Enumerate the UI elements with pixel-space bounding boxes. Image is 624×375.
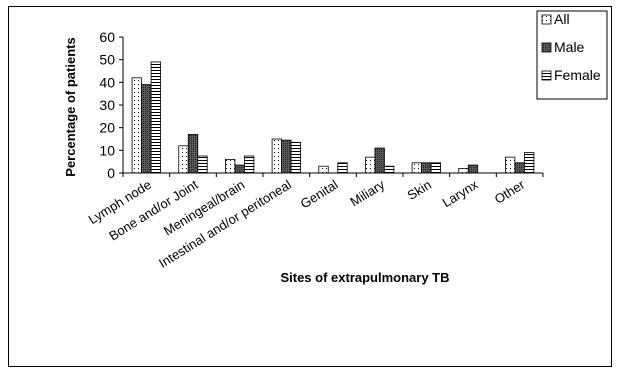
x-tick-label-8: Other <box>492 176 528 206</box>
bar-male-8 <box>514 162 525 174</box>
bar-female-4 <box>337 162 348 174</box>
bar-all-7 <box>458 168 469 174</box>
bar-all-3 <box>271 138 282 174</box>
x-tick-label-6: Skin <box>405 177 434 203</box>
y-tick-label-5: 50 <box>99 52 115 68</box>
bar-male-5 <box>374 147 385 174</box>
legend-swatch-female <box>541 70 552 81</box>
bar-male-3 <box>281 139 292 174</box>
x-tick-label-4: Genital <box>298 177 341 212</box>
bar-male-2 <box>234 164 245 174</box>
legend: All Male Female <box>536 10 608 100</box>
x-tick-label-7: Larynx <box>440 177 481 211</box>
legend-swatch-all <box>541 14 552 25</box>
legend-swatch-male <box>541 42 552 53</box>
bar-all-1 <box>178 145 189 174</box>
chart-frame: 0 10 20 30 40 50 60 Lymph node Bone and/or Joint… <box>8 6 612 367</box>
bar-male-6 <box>421 162 432 174</box>
bar-all-0 <box>131 77 142 174</box>
bar-female-5 <box>384 165 395 174</box>
legend-box <box>536 10 608 100</box>
y-tick-label-3: 30 <box>99 97 115 113</box>
bar-all-8 <box>505 156 516 174</box>
y-tick-label-0: 0 <box>107 165 115 181</box>
x-tick-label-5: Miliary <box>347 177 387 210</box>
y-tick-label-2: 20 <box>99 120 115 136</box>
legend-label-female: Female <box>554 67 601 83</box>
bar-female-2 <box>244 155 255 174</box>
bar-female-0 <box>150 61 161 174</box>
bar-female-1 <box>197 155 208 174</box>
bar-all-2 <box>225 158 236 174</box>
bar-female-6 <box>430 162 441 174</box>
y-axis-label: Percentage of patients <box>63 37 78 176</box>
bar-female-3 <box>290 141 301 174</box>
bar-all-4 <box>318 165 329 174</box>
bar-male-0 <box>141 84 152 174</box>
bar-all-6 <box>411 162 422 174</box>
y-tick-label-4: 40 <box>99 74 115 90</box>
legend-label-all: All <box>554 11 570 27</box>
bar-female-8 <box>524 152 535 174</box>
y-tick-label-1: 10 <box>99 142 115 158</box>
bar-male-7 <box>467 164 479 174</box>
legend-label-male: Male <box>554 39 585 55</box>
bar-male-1 <box>187 134 199 174</box>
y-tick-label-6: 60 <box>99 29 115 45</box>
x-axis-label: Sites of extrapulmonary TB <box>280 270 449 285</box>
bar-all-5 <box>365 156 376 174</box>
